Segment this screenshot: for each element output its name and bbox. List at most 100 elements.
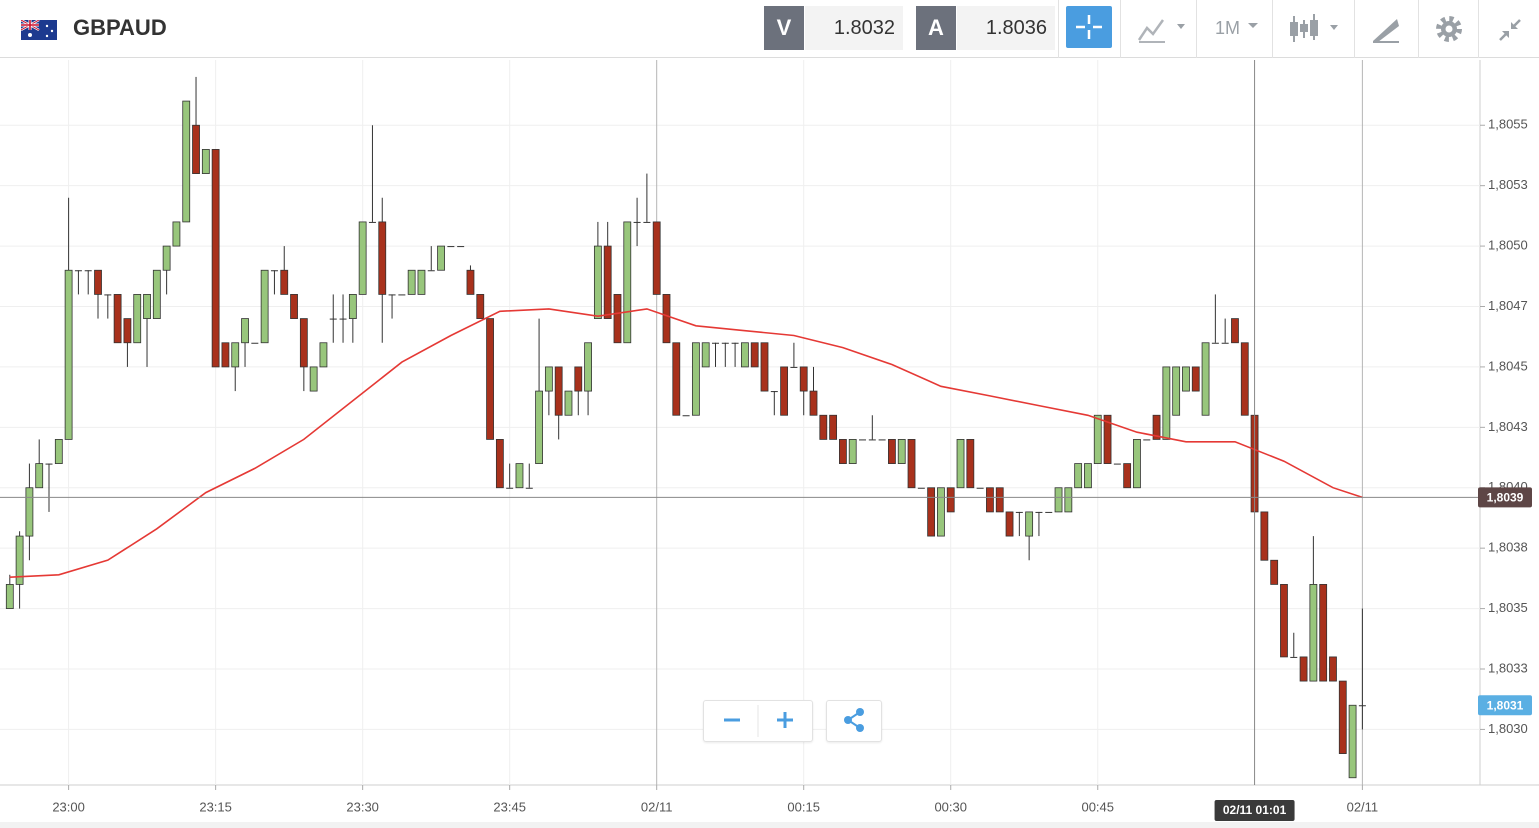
bid-price: 1.8032 — [805, 6, 903, 50]
candle-body — [417, 269, 426, 295]
candle-body — [290, 294, 298, 319]
candle-body — [848, 439, 857, 464]
x-tick-label: 02/11 — [641, 799, 673, 814]
candle — [515, 463, 524, 489]
candle-body — [339, 318, 347, 320]
candle-body — [525, 487, 533, 489]
share-button[interactable] — [826, 700, 882, 742]
candle — [251, 342, 259, 344]
candle-body — [839, 439, 847, 464]
candle — [378, 197, 387, 343]
candle — [25, 463, 34, 561]
timeframe-button[interactable]: 1M — [1215, 18, 1241, 38]
candle — [241, 318, 249, 367]
candle — [603, 221, 612, 319]
candle-body — [1280, 584, 1288, 658]
candle — [495, 439, 504, 489]
candle-body — [966, 439, 975, 489]
candle — [1025, 511, 1034, 561]
x-tick-label: 00:45 — [1081, 799, 1114, 814]
candle — [907, 439, 916, 489]
candle — [731, 342, 739, 367]
candle — [54, 439, 63, 464]
candle — [1113, 463, 1121, 465]
candle — [613, 294, 622, 344]
candle — [976, 487, 984, 489]
candle-body — [829, 414, 838, 440]
candle-body — [760, 342, 769, 392]
candle — [1045, 511, 1053, 513]
candle — [995, 487, 1004, 513]
candle-body — [535, 390, 543, 464]
candle-body — [809, 390, 818, 416]
candle — [878, 439, 886, 441]
chart-type-button[interactable] — [1135, 14, 1191, 44]
candle-body — [995, 487, 1004, 513]
candle-body — [888, 439, 896, 464]
candle — [966, 439, 975, 489]
candle-body — [1260, 511, 1269, 561]
candle-body — [476, 294, 485, 319]
candle-body — [780, 366, 789, 416]
candle-body — [868, 439, 876, 441]
candle-body — [231, 342, 240, 368]
candle-body — [819, 414, 828, 440]
candle-body — [201, 149, 210, 174]
candle-body — [652, 221, 661, 295]
candle-body — [564, 390, 573, 416]
crosshair-button[interactable] — [1066, 6, 1112, 48]
y-tick-label: 1,8033 — [1488, 660, 1528, 675]
candle-body — [1299, 656, 1308, 682]
candle — [1054, 487, 1063, 513]
candle — [633, 197, 641, 247]
candle-body — [1064, 487, 1073, 513]
candle — [104, 294, 112, 319]
candle — [946, 487, 955, 513]
candle-body — [1182, 366, 1190, 392]
candle-body — [1005, 511, 1014, 537]
candle — [819, 414, 828, 440]
candle — [1280, 584, 1288, 658]
draw-button[interactable] — [1370, 14, 1402, 44]
candle — [829, 414, 838, 440]
candle-body — [319, 342, 328, 368]
collapse-button[interactable] — [1496, 16, 1524, 44]
last-price-label: 1,8031 — [1487, 698, 1524, 712]
candle — [584, 342, 592, 416]
candle-body — [741, 342, 749, 368]
x-tick-label: 00:30 — [934, 799, 967, 814]
y-tick-label: 1,8055 — [1488, 117, 1528, 132]
candle-body — [1025, 511, 1034, 537]
candles-button[interactable] — [1288, 12, 1344, 46]
candle-body — [790, 366, 798, 368]
candle-body — [1358, 705, 1366, 707]
candle-body — [182, 100, 191, 223]
y-tick-label: 1,8038 — [1488, 540, 1528, 555]
candle-body — [770, 391, 778, 393]
candle-body — [260, 269, 269, 344]
candle — [133, 294, 142, 344]
zoom-buttons[interactable] — [704, 701, 812, 741]
candle-body — [241, 318, 249, 344]
candle-body — [407, 269, 416, 295]
y-tick-label: 1,8047 — [1488, 298, 1528, 313]
candle-body — [1201, 342, 1210, 416]
candle-body — [25, 487, 34, 537]
settings-button[interactable] — [1434, 14, 1464, 44]
candle — [84, 270, 92, 295]
candle — [1182, 366, 1190, 392]
candle — [662, 294, 671, 344]
candle — [388, 294, 396, 319]
candle — [339, 294, 347, 343]
candle-body — [35, 463, 44, 489]
candle — [691, 342, 700, 416]
candle-body — [1152, 414, 1161, 440]
candle — [672, 342, 681, 416]
candle-body — [1191, 366, 1200, 392]
candle — [348, 294, 357, 343]
candle — [15, 531, 24, 609]
candle-body — [466, 269, 475, 295]
candle — [290, 294, 298, 319]
